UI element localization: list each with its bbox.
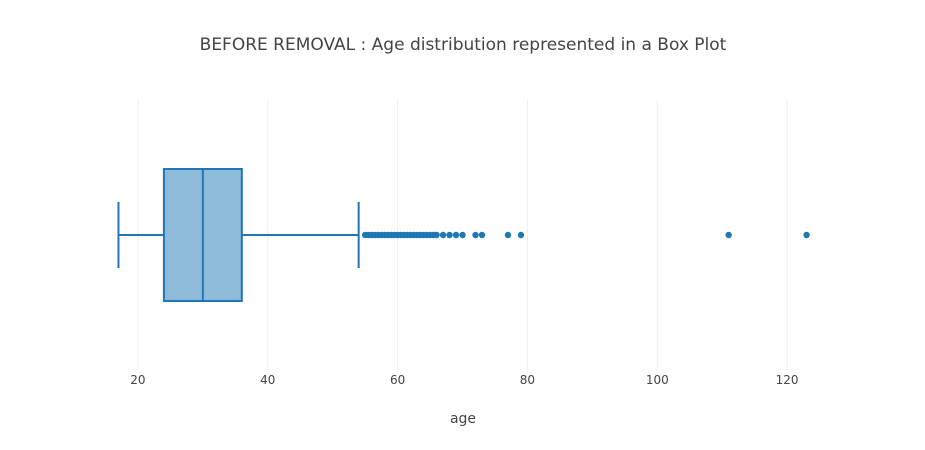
outlier-point bbox=[504, 231, 512, 239]
outlier-point bbox=[439, 231, 447, 239]
x-tick-label-60: 60 bbox=[390, 373, 405, 387]
x-tick-label-100: 100 bbox=[646, 373, 669, 387]
outlier-point bbox=[725, 231, 732, 239]
outlier-points bbox=[361, 231, 810, 239]
outlier-point bbox=[472, 231, 479, 239]
outlier-point bbox=[803, 231, 810, 239]
x-tick-label-20: 20 bbox=[130, 373, 145, 387]
x-axis-label: age bbox=[450, 411, 476, 427]
outlier-point bbox=[478, 231, 486, 239]
x-axis-ticks: 20 40 60 80 100 120 bbox=[130, 373, 798, 387]
chart-title: BEFORE REMOVAL : Age distribution repres… bbox=[200, 35, 727, 55]
x-tick-label-120: 120 bbox=[776, 373, 799, 387]
x-tick-label-40: 40 bbox=[260, 373, 275, 387]
outlier-point bbox=[446, 231, 453, 239]
outlier-point bbox=[433, 231, 440, 239]
x-tick-label-80: 80 bbox=[520, 373, 535, 387]
outlier-point bbox=[452, 231, 460, 239]
outlier-point bbox=[517, 231, 525, 239]
outlier-point bbox=[459, 231, 466, 239]
box-group bbox=[117, 168, 360, 302]
